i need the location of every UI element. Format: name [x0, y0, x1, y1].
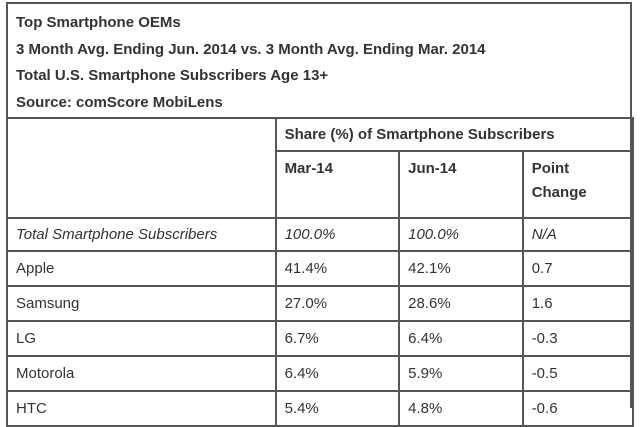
cell-jun14: 42.1% [398, 250, 524, 287]
cell-mar14: 5.4% [274, 390, 401, 427]
cell-point-change: 1.6 [521, 285, 635, 322]
cell-point-change: 0.7 [521, 250, 635, 287]
title: Top Smartphone OEMs [16, 14, 181, 31]
table-row: Total Smartphone Subscribers 100.0% 100.0%… [6, 217, 635, 252]
cell-mar14: 6.4% [274, 355, 401, 392]
cell-mar14: 6.7% [274, 320, 401, 357]
empty-header-cell [6, 117, 277, 219]
cell-jun14: 5.9% [398, 355, 524, 392]
cell-mar14: 100.0% [274, 217, 401, 252]
cell-jun14: 28.6% [398, 285, 524, 322]
column-header-jun14: Jun-14 [398, 150, 524, 219]
header-row-group: Share (%) of Smartphone Subscribers [6, 117, 635, 219]
row-label: Samsung [6, 285, 277, 322]
cell-mar14: 41.4% [274, 250, 401, 287]
subtitle-period: 3 Month Avg. Ending Jun. 2014 vs. 3 Mont… [16, 40, 486, 58]
row-label: HTC [6, 390, 277, 427]
cell-mar14: 27.0% [274, 285, 401, 322]
table-row: Motorola 6.4% 5.9% -0.5 [6, 355, 635, 392]
column-header-point-change: Point Change [521, 150, 635, 219]
table-row: Apple 41.4% 42.1% 0.7 [6, 250, 635, 287]
group-header: Share (%) of Smartphone Subscribers [274, 117, 635, 152]
cell-jun14: 4.8% [398, 390, 524, 427]
cell-jun14: 100.0% [398, 217, 524, 252]
column-header-mar14: Mar-14 [274, 150, 401, 219]
cell-jun14: 6.4% [398, 320, 524, 357]
table-row: LG 6.7% 6.4% -0.3 [6, 320, 635, 357]
cell-point-change: N/A [521, 217, 635, 252]
cell-point-change: -0.3 [521, 320, 635, 357]
row-label: Total Smartphone Subscribers [6, 217, 277, 252]
cell-point-change: -0.6 [521, 390, 635, 427]
subtitle-population: Total U.S. Smartphone Subscribers Age 13… [16, 67, 329, 84]
row-label: Apple [6, 250, 277, 287]
row-label: LG [6, 320, 277, 357]
table-title-block: Top Smartphone OEMs 3 Month Avg. Ending … [8, 4, 630, 119]
table-row: HTC 5.4% 4.8% -0.6 [6, 390, 635, 427]
oem-share-table: Share (%) of Smartphone Subscribers Mar-… [6, 117, 635, 427]
table-row: Samsung 27.0% 28.6% 1.6 [6, 285, 635, 322]
source: Source: comScore MobiLens [16, 93, 223, 111]
header-row-columns: Mar-14 Jun-14 Point Change [7, 150, 635, 219]
row-label: Motorola [6, 355, 277, 392]
cell-point-change: -0.5 [521, 355, 635, 392]
table-frame: Top Smartphone OEMs 3 Month Avg. Ending … [6, 2, 632, 408]
